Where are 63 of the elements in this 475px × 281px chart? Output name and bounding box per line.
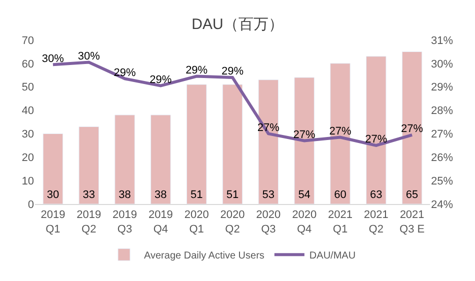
legend-label: DAU/MAU	[309, 250, 356, 262]
bar	[258, 80, 279, 204]
x-tick-label: 2020 Q4	[292, 209, 317, 236]
bar	[42, 133, 64, 204]
data-label: 51	[226, 189, 239, 201]
legend-label: Average Daily Active Users	[144, 250, 264, 262]
y2-tick-label: 27%	[431, 128, 454, 141]
data-label: 29%	[150, 74, 172, 86]
x-tick-label: 2021 Q2	[364, 209, 388, 236]
y2-tick-label: 25%	[431, 175, 454, 188]
bar	[366, 56, 386, 204]
data-label: 29%	[221, 66, 244, 78]
x-tick-label: 2019 Q1	[40, 209, 66, 236]
data-label: 27%	[401, 123, 424, 136]
x-tick-label: 2019 Q3	[112, 209, 138, 236]
y2-tick-label: 26%	[431, 152, 454, 164]
chart-title: DAU（百万）	[192, 16, 284, 33]
y2-tick-label: 28%	[431, 105, 454, 118]
bar	[330, 63, 350, 204]
y2-tick-label: 30%	[431, 58, 454, 70]
x-tick-label: 2021 Q1	[328, 209, 352, 236]
data-label: 53	[262, 189, 275, 201]
x-tick-label: 2020 Q1	[184, 209, 209, 236]
y-tick-label: 70	[22, 34, 34, 47]
y-tick-label: 30	[22, 128, 34, 141]
bar	[402, 51, 422, 204]
data-label: 63	[370, 189, 382, 201]
y-tick-label: 20	[22, 152, 34, 164]
bar	[222, 84, 243, 204]
data-label: 33	[82, 189, 95, 201]
y-tick-label: 40	[22, 105, 34, 118]
data-label: 27%	[293, 128, 316, 141]
data-label: 29%	[186, 64, 208, 77]
y-tick-label: 60	[22, 58, 34, 70]
data-label: 38	[154, 189, 167, 201]
x-tick-label: 2019 Q2	[76, 209, 102, 236]
data-label: 51	[190, 189, 203, 201]
y-tick-label: 50	[22, 82, 34, 94]
data-label: 30%	[78, 50, 100, 63]
bar	[150, 114, 171, 204]
bar	[186, 84, 207, 204]
data-label: 54	[298, 189, 310, 201]
x-tick-label: 2021 Q3 E	[400, 209, 425, 236]
data-label: 65	[406, 189, 418, 201]
bar	[294, 77, 314, 204]
bar	[114, 114, 135, 204]
data-label: 30%	[42, 52, 64, 65]
x-tick-label: 2020 Q3	[256, 209, 281, 236]
y2-tick-label: 31%	[431, 34, 454, 47]
y-tick-label: 10	[22, 175, 34, 188]
data-label: 30	[46, 189, 60, 201]
y2-tick-label: 24%	[431, 198, 454, 211]
x-tick-label: 2019 Q4	[148, 209, 173, 236]
y2-tick-label: 29%	[431, 82, 454, 94]
data-label: 60	[334, 189, 346, 201]
x-tick-label: 2020 Q2	[220, 209, 245, 236]
data-label: 27%	[329, 125, 352, 138]
y-tick-label: 0	[28, 198, 34, 211]
data-label: 27%	[365, 134, 388, 146]
data-label: 27%	[257, 122, 280, 134]
bar	[78, 126, 99, 204]
data-label: 38	[118, 189, 131, 201]
data-label: 29%	[114, 66, 136, 79]
